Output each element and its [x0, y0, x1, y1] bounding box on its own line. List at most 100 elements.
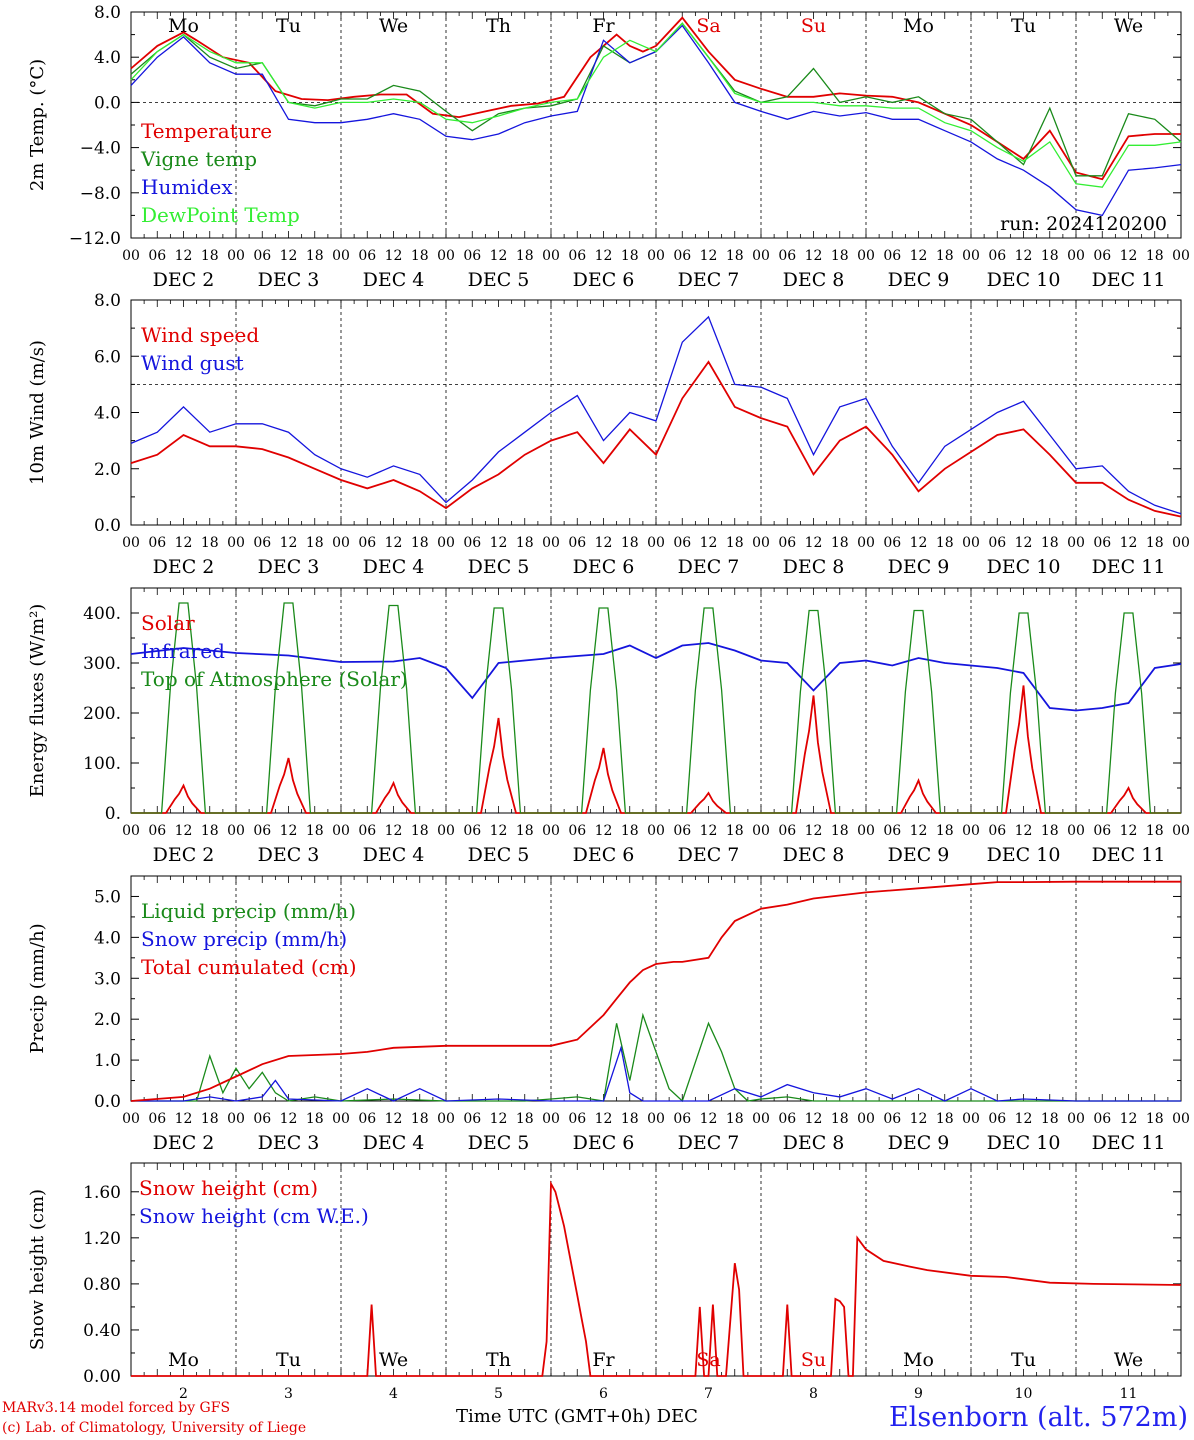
day-name: Mo: [168, 1349, 199, 1371]
hour-label: 12: [910, 823, 928, 839]
hour-label: 06: [568, 823, 586, 839]
series-line-wind-gust: [130, 315, 1182, 515]
hour-label: 06: [253, 248, 271, 264]
hour-label: 00: [857, 535, 875, 551]
hour-label: 18: [726, 1111, 744, 1127]
hour-label: 00: [227, 535, 245, 551]
hour-label: 18: [516, 823, 534, 839]
hour-label: 00: [857, 1111, 875, 1127]
hour-label: 12: [385, 823, 403, 839]
date-label: DEC 10: [987, 269, 1061, 291]
hour-label: 12: [1015, 535, 1033, 551]
day-name: We: [1114, 1349, 1143, 1371]
legend-entry: Vigne temp: [140, 147, 257, 171]
hour-label: 06: [148, 248, 166, 264]
panel-temperature: 8.0 4.0 0.0 −4.0 −8.0 −12.0 2m Temp. (°C) 00 06 1…: [27, 3, 1190, 291]
hour-label: 06: [883, 535, 901, 551]
hour-label: 06: [253, 823, 271, 839]
date-label: DEC 5: [468, 269, 530, 291]
hour-label: 12: [910, 1111, 928, 1127]
y-tick-label: 0.0: [94, 516, 121, 536]
series-line-wind-speed: [130, 360, 1182, 518]
hour-label: 12: [175, 535, 193, 551]
hour-label: 00: [332, 535, 350, 551]
hour-label: 06: [358, 1111, 376, 1127]
hour-label: 00: [122, 535, 140, 551]
hour-label: 18: [306, 535, 324, 551]
hour-label: 18: [516, 535, 534, 551]
hour-label: 12: [910, 535, 928, 551]
date-label: DEC 9: [888, 269, 950, 291]
hour-label: 18: [621, 1111, 639, 1127]
hour-label: 18: [1146, 1111, 1164, 1127]
legend-entry: Temperature: [141, 119, 272, 143]
legend-entry: Humidex: [141, 175, 233, 199]
day-name: Th: [486, 1349, 511, 1371]
hour-label: 00: [332, 1111, 350, 1127]
hour-label: 18: [201, 1111, 219, 1127]
date-label: DEC 4: [363, 844, 425, 866]
day-number: 7: [704, 1386, 713, 1402]
day-name: Tu: [276, 15, 301, 37]
hour-label: 06: [988, 248, 1006, 264]
hour-label: 06: [463, 823, 481, 839]
hour-label: 06: [778, 823, 796, 839]
panel-wind: 8.0 6.0 4.0 2.0 0.0 10m Wind (m/s) 00 06 12 18 00 0…: [27, 291, 1190, 578]
hour-label: 18: [1041, 535, 1059, 551]
hour-label: 18: [411, 535, 429, 551]
day-number: 4: [389, 1386, 398, 1402]
date-label: DEC 7: [678, 556, 740, 578]
y-tick-label: 4.0: [94, 928, 121, 948]
hour-label: 00: [752, 1111, 770, 1127]
hour-label: 12: [280, 1111, 298, 1127]
y-axis-label: 10m Wind (m/s): [27, 340, 48, 485]
legend-entry: Solar: [141, 611, 195, 635]
y-tick-label: −12.0: [69, 229, 121, 249]
legend-entry: DewPoint Temp: [141, 203, 300, 227]
panel-precip: 5.0 4.0 3.0 2.0 1.0 0.0 Precip (mm/h) 00 06 12 18 0…: [27, 875, 1190, 1154]
hour-label: 00: [542, 248, 560, 264]
day-name: We: [1114, 15, 1143, 37]
hour-label: 12: [700, 248, 718, 264]
hour-label: 12: [385, 535, 403, 551]
date-label: DEC 8: [783, 844, 845, 866]
hour-label: 12: [910, 248, 928, 264]
y-tick-label: 1.0: [94, 1051, 121, 1071]
legend-entry: Wind speed: [141, 323, 259, 347]
hour-label: 18: [621, 248, 639, 264]
date-label: DEC 11: [1092, 269, 1166, 291]
hour-label: 00: [1067, 248, 1085, 264]
date-label: DEC 10: [987, 1132, 1061, 1154]
y-tick-label: 1.20: [83, 1229, 121, 1249]
day-name: Fr: [592, 1349, 615, 1371]
date-label: DEC 9: [888, 1132, 950, 1154]
hour-label: 12: [175, 823, 193, 839]
series-line-dewpoint-temp: [130, 22, 1182, 188]
hour-label: 18: [201, 823, 219, 839]
day-name: Tu: [276, 1349, 301, 1371]
date-label: DEC 8: [783, 556, 845, 578]
hour-label: 06: [1093, 823, 1111, 839]
hour-label: 12: [1120, 1111, 1138, 1127]
date-label: DEC 4: [363, 1132, 425, 1154]
legend-entry: Total cumulated (cm): [141, 955, 357, 979]
hour-label: 00: [962, 248, 980, 264]
day-number: 6: [599, 1386, 608, 1402]
hour-label: 18: [1146, 535, 1164, 551]
hour-label: 00: [962, 535, 980, 551]
hour-label: 00: [1067, 1111, 1085, 1127]
hour-label: 00: [437, 535, 455, 551]
series-line-total-cumulated-cm: [130, 880, 1181, 1102]
legend-entry: Infrared: [141, 639, 225, 663]
hour-label: 12: [805, 535, 823, 551]
hour-label: 06: [778, 535, 796, 551]
hour-label: 06: [358, 248, 376, 264]
date-label: DEC 2: [153, 269, 215, 291]
y-tick-label: 100.: [83, 754, 121, 774]
y-axis-label: 2m Temp. (°C): [27, 59, 48, 191]
hour-label: 06: [568, 535, 586, 551]
y-tick-label: −8.0: [80, 184, 121, 204]
day-number: 11: [1120, 1386, 1138, 1402]
y-tick-label: −4.0: [80, 139, 121, 159]
